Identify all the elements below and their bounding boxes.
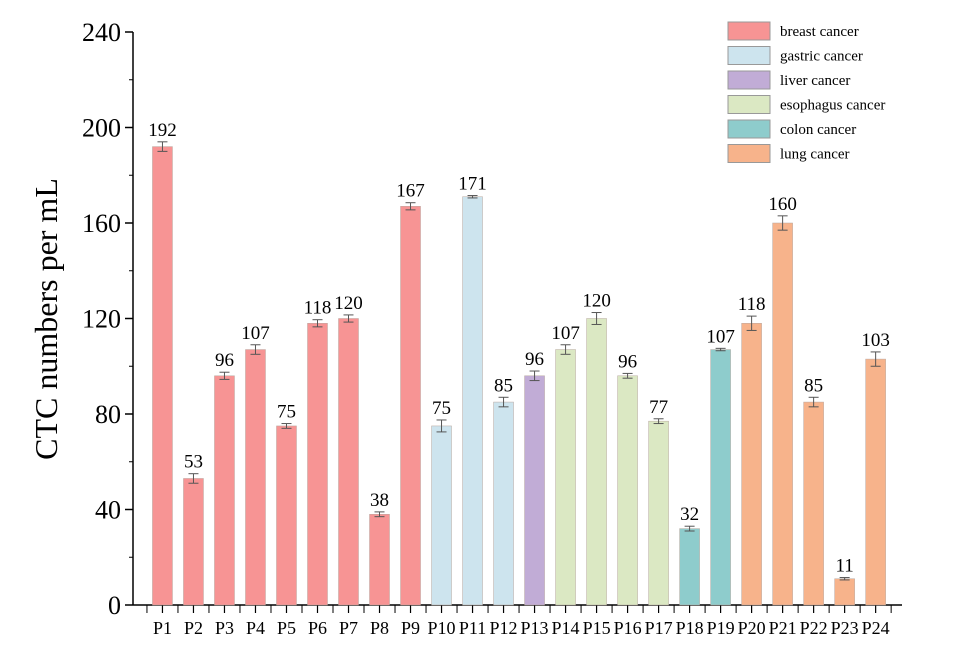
x-tick-label: P20 [738, 618, 766, 638]
x-tick-label: P15 [583, 618, 611, 638]
data-label: 192 [148, 120, 177, 141]
x-tick-label: P10 [428, 618, 456, 638]
y-tick-label: 0 [108, 591, 121, 620]
bar-p20 [741, 323, 762, 606]
bar-p23 [834, 578, 855, 606]
bar-p24 [865, 358, 886, 606]
x-tick-label: P19 [707, 618, 735, 638]
data-label: 107 [706, 326, 735, 347]
y-tick-label: 160 [82, 209, 121, 238]
legend-label-gastric: gastric cancer [780, 49, 863, 65]
data-label: 118 [738, 294, 766, 315]
x-tick-label: P11 [459, 618, 486, 638]
x-tick-label: P18 [676, 618, 704, 638]
x-tick-label: P17 [645, 618, 673, 638]
x-tick-label: P4 [246, 618, 265, 638]
x-tick-label: P9 [401, 618, 420, 638]
data-label: 53 [184, 452, 203, 473]
legend-swatch-gastric [727, 46, 771, 65]
x-tick-label: P22 [800, 618, 828, 638]
data-label: 75 [432, 398, 451, 419]
y-tick-label: 240 [82, 18, 121, 47]
bar-p4 [245, 349, 266, 606]
x-tick-label: P3 [215, 618, 234, 638]
legend-label-esophagus: esophagus cancer [780, 98, 885, 114]
bar-p11 [462, 196, 483, 606]
data-label: 11 [835, 556, 853, 577]
y-tick-label: 40 [95, 496, 121, 525]
bar-p14 [555, 349, 576, 606]
legend-swatch-esophagus [727, 95, 771, 114]
legend-swatch-breast [727, 21, 771, 41]
x-axis: P1 P2 P3 P4 P5 P6 P7 P8 P9 P10 P11 P12 P13 P14 P15 P16 P… [133, 604, 902, 638]
data-label: 167 [396, 181, 425, 202]
x-tick-label: P13 [521, 618, 549, 638]
data-label: 120 [334, 293, 363, 314]
bar-p1 [152, 146, 173, 606]
data-label: 75 [277, 402, 296, 423]
data-label: 96 [525, 349, 544, 370]
bar-p9 [400, 206, 421, 606]
legend-swatch-liver [727, 70, 771, 90]
bar-p19 [710, 349, 731, 606]
x-tick-label: P2 [184, 618, 203, 638]
x-tick-label: P1 [153, 618, 172, 638]
data-label: 107 [551, 323, 580, 344]
x-tick-label: P16 [614, 618, 642, 638]
data-label: 118 [304, 298, 332, 319]
x-tick-label: P6 [308, 618, 327, 638]
x-tick-label: P7 [339, 618, 358, 638]
y-tick-label: 120 [82, 305, 121, 334]
data-label: 160 [768, 194, 797, 215]
bar-p22 [803, 401, 824, 606]
x-tick-label: P8 [370, 618, 389, 638]
data-label: 77 [649, 397, 668, 418]
data-label: 85 [494, 375, 513, 396]
data-label: 171 [458, 174, 487, 195]
data-label: 120 [582, 291, 611, 312]
x-tick-label: P23 [831, 618, 859, 638]
legend-label-breast: breast cancer [780, 24, 859, 40]
bar-p18 [679, 528, 700, 606]
bar-p8 [369, 514, 390, 606]
data-label: 38 [370, 490, 389, 511]
bar-p17 [648, 420, 669, 606]
data-label: 103 [861, 330, 890, 351]
bar-p7 [338, 318, 359, 606]
x-tick-label: P24 [862, 618, 890, 638]
bar-p12 [493, 401, 514, 606]
bar-p13 [524, 375, 545, 606]
bar-p5 [276, 425, 297, 606]
bar-p10 [431, 425, 452, 606]
y-axis: 0 40 80 120 160 200 240 [82, 18, 134, 620]
x-tick-label: P21 [769, 618, 797, 638]
data-label: 107 [241, 323, 270, 344]
bar-p2 [183, 478, 204, 606]
data-label: 85 [804, 375, 823, 396]
legend-label-colon: colon cancer [780, 122, 856, 138]
x-tick-label: P14 [552, 618, 580, 638]
bar-p21 [772, 222, 793, 606]
bar-p6 [307, 323, 328, 606]
y-axis-label: CTC numbers per mL [28, 178, 64, 460]
legend-label-liver: liver cancer [780, 73, 850, 89]
y-tick-label: 200 [82, 114, 121, 143]
bar-p3 [214, 375, 235, 606]
y-tick-label: 80 [95, 400, 121, 429]
legend-label-lung: lung cancer [780, 147, 850, 163]
bar-p16 [617, 375, 638, 606]
data-label: 96 [215, 350, 234, 371]
x-tick-label: P12 [490, 618, 518, 638]
x-tick-label: P5 [277, 618, 296, 638]
legend-swatch-lung [727, 144, 771, 163]
data-label: 32 [680, 504, 699, 525]
legend: breast cancer gastric cancer liver cancer e… [727, 21, 885, 163]
legend-swatch-colon [727, 119, 771, 139]
bar-p15 [586, 318, 607, 606]
data-label: 96 [618, 351, 637, 372]
